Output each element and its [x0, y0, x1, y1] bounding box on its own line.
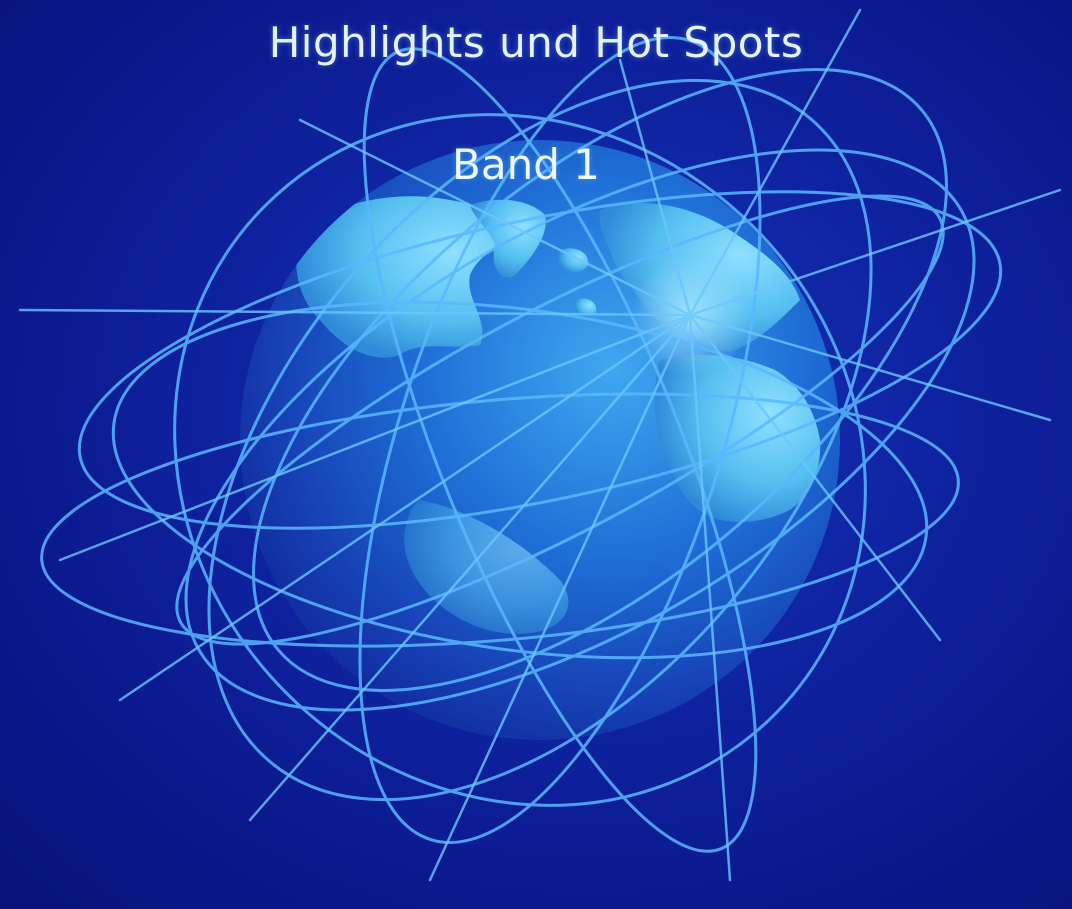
cover-subtitle: Band 1 [452, 140, 600, 189]
cover-title: Highlights und Hot Spots [268, 18, 804, 67]
orbit-lines [40, 36, 1003, 853]
rays [18, 8, 1062, 882]
